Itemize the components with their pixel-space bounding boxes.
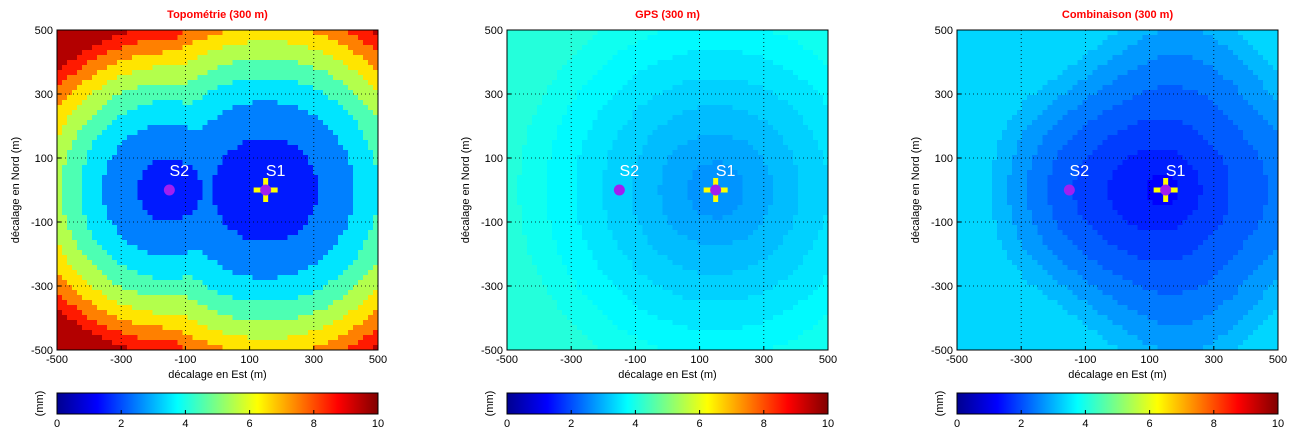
- y-tick-label: -300: [31, 281, 53, 293]
- heatmap-cells: [957, 30, 1279, 351]
- x-tick-label: 500: [819, 354, 837, 366]
- marker-s2: [164, 185, 175, 196]
- marker-s2: [614, 185, 625, 196]
- chart-title: Topométrie (300 m): [167, 9, 268, 21]
- x-tick-label: 300: [305, 354, 323, 366]
- y-tick-label: -100: [31, 217, 53, 229]
- marker-label: S2: [170, 163, 190, 180]
- x-tick-label: -300: [110, 354, 132, 366]
- y-tick-label: 300: [485, 89, 503, 101]
- y-tick-label: -300: [931, 281, 953, 293]
- x-tick-label: 300: [1205, 354, 1223, 366]
- y-tick-label: 300: [935, 89, 953, 101]
- y-axis-label: décalage en Nord (m): [910, 137, 922, 243]
- colorbar: 0 2 4 6 8 10 (mm): [934, 391, 1284, 430]
- colorbar-tick-label: 2: [568, 418, 574, 430]
- y-axis-label: décalage en Nord (m): [10, 137, 22, 243]
- colorbar-gradient: [507, 393, 828, 414]
- colorbar-tick-label: 8: [761, 418, 767, 430]
- colorbar-tick-label: 0: [54, 418, 60, 430]
- colorbar-unit-label: (mm): [934, 391, 946, 417]
- marker-label: S1: [266, 163, 286, 180]
- marker-label: S1: [1166, 163, 1186, 180]
- y-tick-label: -500: [481, 345, 503, 357]
- colorbar-gradient: [57, 393, 378, 414]
- x-axis-label: décalage en Est (m): [1068, 369, 1166, 381]
- heatmap-cells: [57, 30, 379, 351]
- colorbar-unit-label: (mm): [484, 391, 496, 417]
- y-tick-label: -300: [481, 281, 503, 293]
- y-tick-label: 100: [35, 153, 53, 165]
- y-tick-label: -100: [481, 217, 503, 229]
- x-tick-label: 100: [1140, 354, 1158, 366]
- marker-s1: [710, 185, 721, 196]
- colorbar-tick-label: 2: [118, 418, 124, 430]
- x-tick-label: -100: [624, 354, 646, 366]
- colorbar-unit-label: (mm): [34, 391, 46, 417]
- y-tick-label: -500: [31, 345, 53, 357]
- colorbar-tick-label: 10: [372, 418, 384, 430]
- colorbar-tick-label: 2: [1018, 418, 1024, 430]
- x-tick-label: -300: [560, 354, 582, 366]
- colorbar-tick-label: 4: [632, 418, 638, 430]
- colorbar-gradient: [957, 393, 1278, 414]
- colorbar-tick-label: 4: [1082, 418, 1088, 430]
- marker-label: S2: [620, 163, 640, 180]
- marker-label: S2: [1070, 163, 1090, 180]
- y-tick-label: -500: [931, 345, 953, 357]
- colorbar-tick-label: 8: [1211, 418, 1217, 430]
- y-tick-label: 300: [35, 89, 53, 101]
- x-tick-label: -100: [1074, 354, 1096, 366]
- colorbar-tick-label: 6: [697, 418, 703, 430]
- y-tick-label: 500: [485, 25, 503, 37]
- x-tick-label: 500: [1269, 354, 1287, 366]
- marker-label: S1: [716, 163, 736, 180]
- x-tick-label: -300: [1010, 354, 1032, 366]
- colorbar: 0 2 4 6 8 10 (mm): [484, 391, 834, 430]
- colorbar-tick-label: 6: [1147, 418, 1153, 430]
- y-tick-label: 500: [935, 25, 953, 37]
- colorbar-tick-label: 4: [182, 418, 188, 430]
- x-tick-label: 500: [369, 354, 387, 366]
- colorbar-tick-label: 10: [822, 418, 834, 430]
- colorbar-tick-label: 8: [311, 418, 317, 430]
- marker-s1: [260, 185, 271, 196]
- x-axis-label: décalage en Est (m): [168, 369, 266, 381]
- marker-s2: [1064, 185, 1075, 196]
- x-tick-label: 300: [755, 354, 773, 366]
- heatmap-cells: [507, 30, 829, 351]
- y-axis-label: décalage en Nord (m): [460, 137, 472, 243]
- x-axis-label: décalage en Est (m): [618, 369, 716, 381]
- y-tick-label: 100: [485, 153, 503, 165]
- marker-s1: [1160, 185, 1171, 196]
- y-tick-label: 100: [935, 153, 953, 165]
- chart-title: GPS (300 m): [635, 9, 700, 21]
- x-tick-label: 100: [690, 354, 708, 366]
- colorbar-tick-label: 0: [954, 418, 960, 430]
- colorbar-tick-label: 10: [1272, 418, 1284, 430]
- y-tick-label: -100: [931, 217, 953, 229]
- colorbar-tick-label: 6: [247, 418, 253, 430]
- x-tick-label: 100: [240, 354, 258, 366]
- x-tick-label: -100: [174, 354, 196, 366]
- colorbar-tick-label: 0: [504, 418, 510, 430]
- chart-title: Combinaison (300 m): [1062, 9, 1174, 21]
- y-tick-label: 500: [35, 25, 53, 37]
- colorbar: 0 2 4 6 8 10 (mm): [34, 391, 384, 430]
